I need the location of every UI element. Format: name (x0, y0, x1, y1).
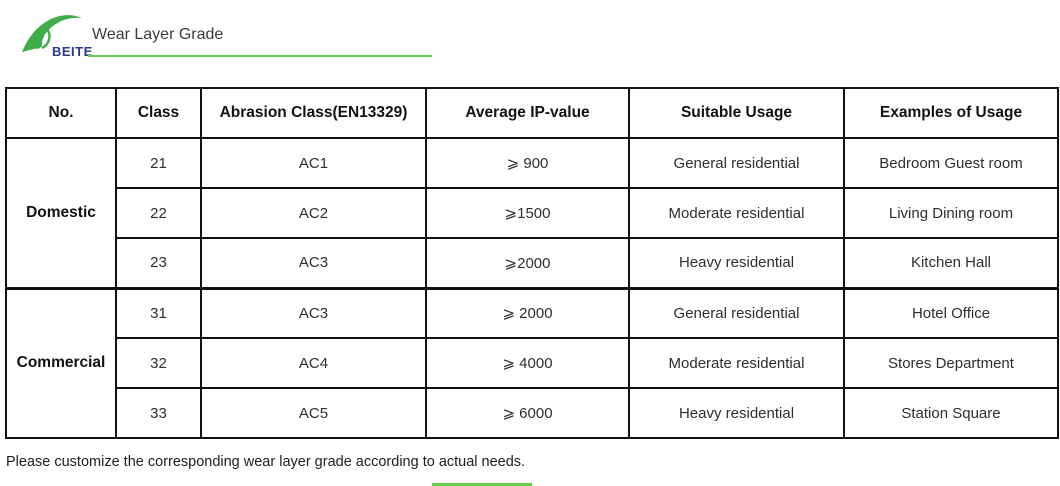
table-header-row: No. Class Abrasion Class(EN13329) Averag… (5, 87, 1059, 139)
table-row: Commercial 31 AC3 ⩾ 2000 General residen… (5, 286, 1059, 439)
cell-abrasion: AC2 (200, 187, 427, 239)
leaf-swoosh-icon (22, 15, 82, 52)
cell-class: 33 (115, 387, 202, 439)
cell-usage: General residential (628, 137, 845, 189)
cell-abrasion: AC4 (200, 337, 427, 389)
cell-usage: General residential (628, 286, 845, 339)
cell-examples: Living Dining room (843, 187, 1059, 239)
page-header: BEITE Wear Layer Grade (0, 0, 1060, 86)
table-row: 23 AC3 ⩾2000 Heavy residential Kitchen H… (6, 237, 1059, 289)
cell-ip-value: ⩾1500 (425, 187, 630, 239)
title-underline (88, 55, 432, 57)
cell-abrasion: AC1 (200, 137, 427, 189)
cell-ip-value: ⩾ 4000 (425, 337, 630, 389)
wear-layer-grade-table: No. Class Abrasion Class(EN13329) Averag… (5, 87, 1059, 439)
group-cell-commercial: Commercial (5, 286, 117, 439)
header-average-ip-value: Average IP-value (425, 87, 630, 139)
cell-examples: Bedroom Guest room (843, 137, 1059, 189)
table-row: 33 AC5 ⩾ 6000 Heavy residential Station … (6, 387, 1059, 439)
header-no: No. (5, 87, 117, 139)
group-cell-domestic: Domestic (5, 137, 117, 289)
cell-usage: Moderate residential (628, 337, 845, 389)
cell-ip-value: ⩾ 6000 (425, 387, 630, 439)
bottom-green-line (432, 483, 532, 486)
beite-logo: BEITE (16, 8, 94, 64)
cell-examples: Station Square (843, 387, 1059, 439)
cell-usage: Heavy residential (628, 387, 845, 439)
cell-abrasion: AC3 (200, 286, 427, 339)
table-row: 32 AC4 ⩾ 4000 Moderate residential Store… (6, 337, 1059, 389)
header-abrasion-class: Abrasion Class(EN13329) (200, 87, 427, 139)
header-class: Class (115, 87, 202, 139)
cell-usage: Heavy residential (628, 237, 845, 289)
cell-class: 31 (115, 286, 202, 339)
cell-ip-value: ⩾ 2000 (425, 286, 630, 339)
cell-examples: Kitchen Hall (843, 237, 1059, 289)
table-row: Domestic 21 AC1 ⩾ 900 General residentia… (5, 137, 1059, 289)
cell-abrasion: AC3 (200, 237, 427, 289)
footer-note: Please customize the corresponding wear … (6, 454, 526, 470)
cell-ip-value: ⩾2000 (425, 237, 630, 289)
cell-usage: Moderate residential (628, 187, 845, 239)
page-title: Wear Layer Grade (92, 26, 224, 43)
cell-ip-value: ⩾ 900 (425, 137, 630, 189)
cell-class: 32 (115, 337, 202, 389)
header-suitable-usage: Suitable Usage (628, 87, 845, 139)
cell-examples: Hotel Office (843, 286, 1059, 339)
cell-class: 22 (115, 187, 202, 239)
logo-wordmark: BEITE (52, 44, 93, 59)
cell-class: 23 (115, 237, 202, 289)
cell-examples: Stores Department (843, 337, 1059, 389)
cell-abrasion: AC5 (200, 387, 427, 439)
cell-class: 21 (115, 137, 202, 189)
table-row: 22 AC2 ⩾1500 Moderate residential Living… (6, 187, 1059, 239)
header-examples-of-usage: Examples of Usage (843, 87, 1059, 139)
